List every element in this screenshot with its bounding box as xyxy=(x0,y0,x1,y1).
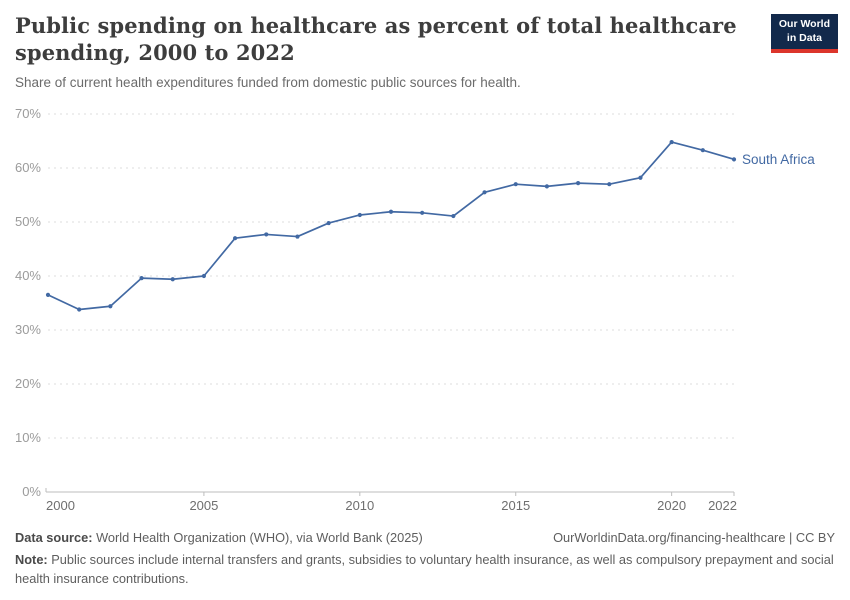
chart-svg: 0% 10% 20% 30% 40% 50% 60% 70% 2000 2005 2010 2015 2… xyxy=(15,106,815,513)
data-point xyxy=(357,212,362,218)
x-tick-label: 2022 xyxy=(708,498,737,513)
data-point xyxy=(607,182,612,187)
y-tick-label: 50% xyxy=(15,214,41,229)
data-point xyxy=(139,276,144,281)
x-tick-label: 2000 xyxy=(46,498,75,513)
data-point xyxy=(108,304,113,309)
data-point xyxy=(513,182,518,187)
data-point xyxy=(295,234,300,239)
data-point xyxy=(575,181,581,186)
data-point xyxy=(170,277,175,282)
y-tick-label: 60% xyxy=(15,160,41,175)
data-source-value: World Health Organization (WHO), via Wor… xyxy=(92,530,423,545)
data-source-label: Data source: xyxy=(15,530,93,545)
data-point xyxy=(731,157,737,162)
data-point xyxy=(638,175,643,180)
data-point xyxy=(451,213,456,219)
x-tick-label: 2010 xyxy=(345,498,374,513)
footnote-label: Note: xyxy=(15,552,48,568)
data-point xyxy=(326,220,331,226)
data-point xyxy=(77,307,82,312)
series-label: South Africa xyxy=(742,152,815,167)
y-tick-label: 20% xyxy=(15,376,41,391)
data-point xyxy=(388,209,394,214)
y-tick-label: 40% xyxy=(15,268,41,283)
footnote: Note: Public sources include internal tr… xyxy=(15,550,835,588)
y-tick-label: 10% xyxy=(15,430,41,445)
citation-link: OurWorldinData.org/financing-healthcare … xyxy=(553,530,835,545)
page-title: Public spending on healthcare as percent… xyxy=(15,13,737,66)
y-tick-label: 70% xyxy=(15,106,41,121)
data-point xyxy=(420,210,425,215)
data-point xyxy=(544,184,550,189)
data-point xyxy=(264,232,269,237)
data-point xyxy=(201,273,207,279)
x-tick-label: 2005 xyxy=(189,498,218,513)
data-point xyxy=(669,139,674,145)
data-point xyxy=(482,190,487,195)
footnote-value: Public sources include internal transfer… xyxy=(15,552,834,587)
chart-area: 0% 10% 20% 30% 40% 50% 60% 70% 2000 2005 2010 2015 2… xyxy=(0,100,850,529)
x-tick-label: 2020 xyxy=(657,498,686,513)
data-point xyxy=(232,236,238,241)
y-tick-label: 0% xyxy=(22,484,41,499)
owid-logo: Our World in Data xyxy=(770,14,838,54)
data-point xyxy=(45,292,51,297)
x-tick-label: 2015 xyxy=(501,498,530,513)
owid-logo-line1: Our World xyxy=(778,18,830,30)
source-row: Data source: World Health Organization (… xyxy=(15,528,835,547)
data-line xyxy=(47,141,735,311)
owid-logo-line2: in Data xyxy=(786,31,822,44)
y-tick-label: 30% xyxy=(15,322,41,337)
data-source: Data source: World Health Organization (… xyxy=(15,528,423,547)
chart-footer: Data source: World Health Organization (… xyxy=(15,528,835,589)
chart-subtitle: Share of current health expenditures fun… xyxy=(15,75,521,90)
data-point xyxy=(700,148,705,153)
